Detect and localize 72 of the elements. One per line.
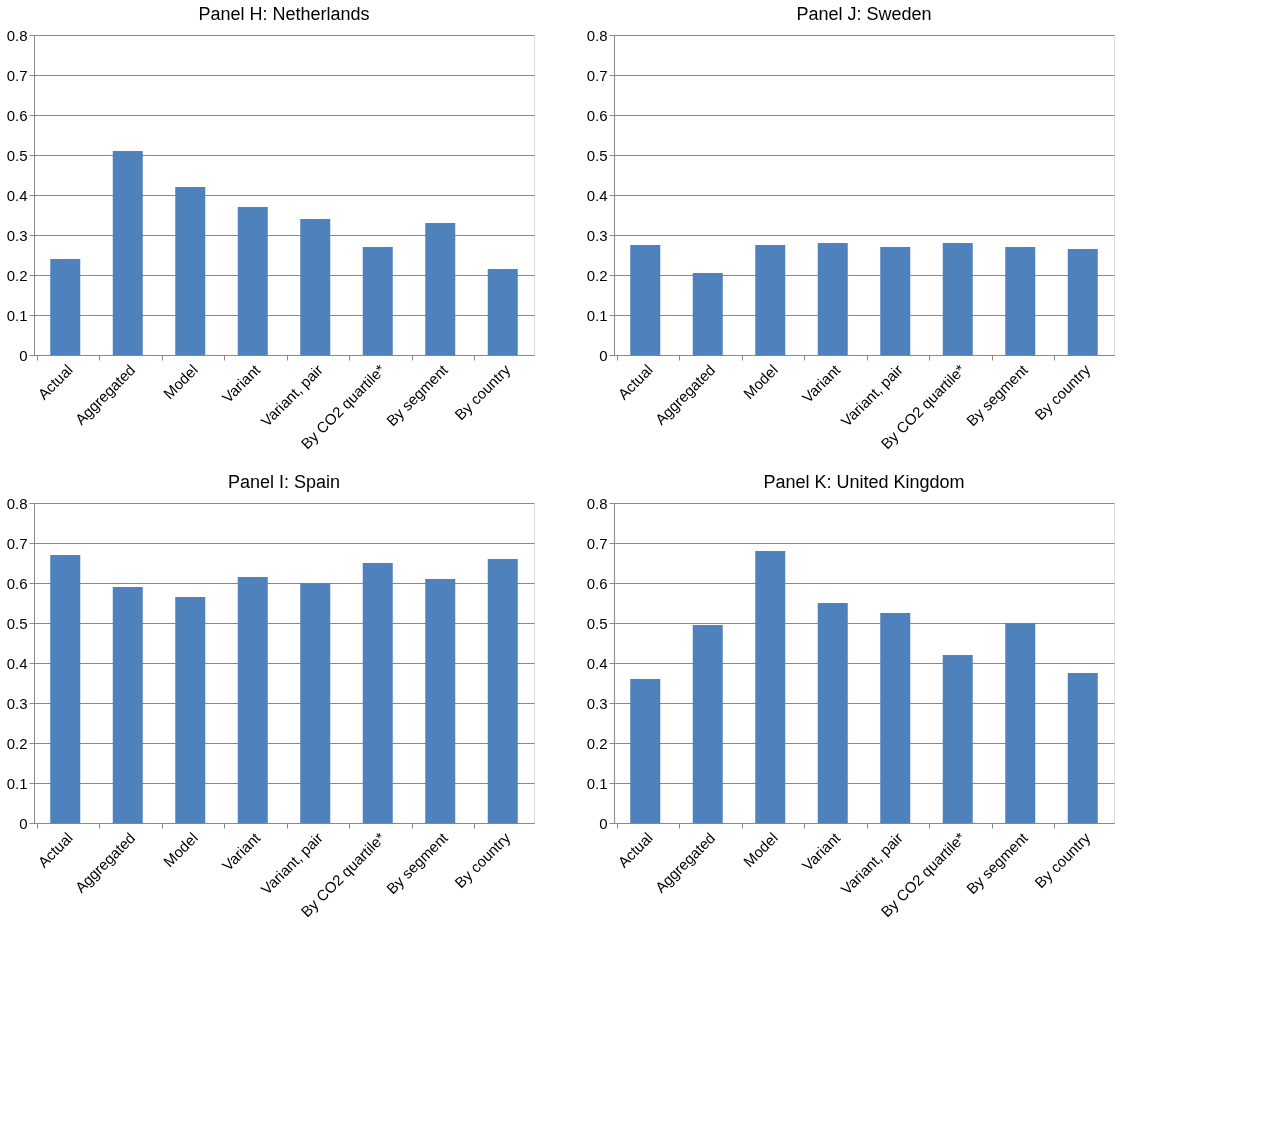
bar: [880, 613, 911, 823]
y-tick-label: 0.4: [6, 186, 28, 204]
y-tick-label: 0.1: [586, 774, 608, 792]
y-tick-label: 0.1: [586, 306, 608, 324]
bar: [112, 151, 143, 355]
bar: [692, 273, 723, 355]
y-tick-label: 0.6: [6, 574, 28, 592]
bar: [880, 247, 911, 355]
y-tick-label: 0.7: [586, 534, 608, 552]
y-tick-label: 0.8: [6, 494, 28, 512]
bar: [112, 587, 143, 823]
y-tick-label: 0.3: [586, 226, 608, 244]
bar: [300, 219, 331, 355]
y-tick-label: 0.2: [586, 734, 608, 752]
chart-title: Panel I: Spain: [227, 472, 341, 492]
y-tick-label: 0: [19, 346, 28, 364]
y-tick-label: 0.8: [586, 26, 608, 44]
y-tick-label: 0.3: [6, 694, 28, 712]
y-tick-label: 0.8: [6, 26, 28, 44]
bar: [1005, 623, 1036, 823]
bar: [692, 625, 723, 823]
chart-title: Panel K: United Kingdom: [763, 472, 965, 492]
bar: [942, 243, 973, 355]
y-tick-label: 0.4: [6, 654, 28, 672]
y-tick-label: 0.6: [6, 106, 28, 124]
bar: [755, 245, 786, 355]
bar: [487, 269, 518, 355]
bar: [942, 655, 973, 823]
bar: [1067, 673, 1098, 823]
y-tick-label: 0.4: [586, 654, 608, 672]
bar: [1005, 247, 1036, 355]
bar: [425, 223, 456, 355]
bar: [425, 579, 456, 823]
bar: [817, 243, 848, 355]
y-tick-label: 0.6: [586, 574, 608, 592]
y-tick-label: 0.7: [586, 66, 608, 84]
bar: [362, 247, 393, 355]
y-tick-label: 0: [19, 814, 28, 832]
y-tick-label: 0.5: [586, 146, 608, 164]
bar: [237, 577, 268, 823]
chart-title: Panel J: Sweden: [796, 4, 932, 24]
bar: [50, 259, 81, 355]
bar: [237, 207, 268, 355]
y-tick-label: 0.8: [586, 494, 608, 512]
y-tick-label: 0.3: [586, 694, 608, 712]
y-tick-label: 0.5: [6, 146, 28, 164]
y-tick-label: 0.4: [586, 186, 608, 204]
y-tick-label: 0: [599, 814, 608, 832]
bar: [487, 559, 518, 823]
y-tick-label: 0.7: [6, 66, 28, 84]
y-tick-label: 0.2: [586, 266, 608, 284]
y-tick-label: 0.1: [6, 774, 28, 792]
y-tick-label: 0.1: [6, 306, 28, 324]
bar: [630, 679, 661, 823]
y-tick-label: 0.2: [6, 734, 28, 752]
y-tick-label: 0.5: [586, 614, 608, 632]
bar: [362, 563, 393, 823]
y-tick-label: 0: [599, 346, 608, 364]
bar: [630, 245, 661, 355]
bar: [1067, 249, 1098, 355]
bar: [300, 583, 331, 823]
y-tick-label: 0.6: [586, 106, 608, 124]
y-tick-label: 0.5: [6, 614, 28, 632]
bar: [175, 187, 206, 355]
y-tick-label: 0.7: [6, 534, 28, 552]
bar: [175, 597, 206, 823]
bar: [50, 555, 81, 823]
bar: [755, 551, 786, 823]
y-tick-label: 0.3: [6, 226, 28, 244]
chart-title: Panel H: Netherlands: [198, 4, 370, 24]
bar: [817, 603, 848, 823]
y-tick-label: 0.2: [6, 266, 28, 284]
